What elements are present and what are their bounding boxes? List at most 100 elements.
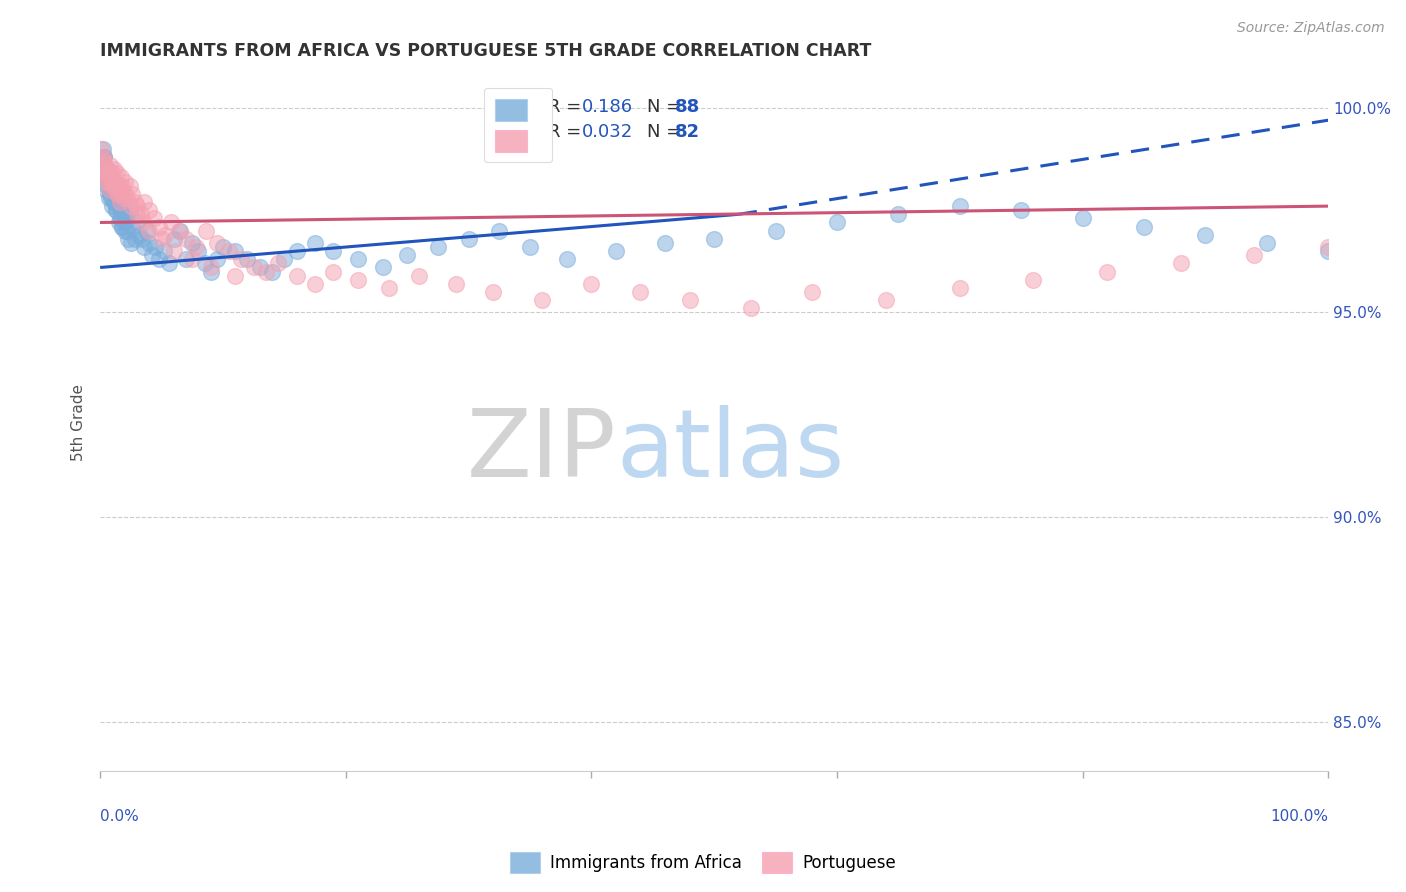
Point <box>218 244 240 259</box>
Point <box>285 244 308 259</box>
Point <box>115 211 138 226</box>
Point <box>1071 211 1094 226</box>
Point <box>94 162 117 177</box>
Text: 82: 82 <box>675 123 700 141</box>
Point <box>426 240 449 254</box>
Point <box>581 277 603 291</box>
Legend: , : , <box>484 87 553 162</box>
Point <box>91 150 114 164</box>
Point <box>100 170 122 185</box>
Point <box>304 235 326 250</box>
Point <box>157 256 180 270</box>
Point <box>115 191 138 205</box>
Point <box>678 293 700 308</box>
Point <box>108 194 131 209</box>
Point <box>105 191 128 205</box>
Point <box>187 244 209 259</box>
Point <box>96 170 118 185</box>
Text: IMMIGRANTS FROM AFRICA VS PORTUGUESE 5TH GRADE CORRELATION CHART: IMMIGRANTS FROM AFRICA VS PORTUGUESE 5TH… <box>100 42 872 60</box>
Text: 0.0%: 0.0% <box>100 809 139 824</box>
Point <box>949 281 972 295</box>
Point <box>96 170 118 185</box>
Point <box>103 186 125 201</box>
Point <box>1022 273 1045 287</box>
Text: R =: R = <box>548 97 582 115</box>
Point <box>97 191 120 205</box>
Point <box>231 252 253 267</box>
Point <box>118 178 141 193</box>
Point <box>115 224 138 238</box>
Point <box>396 248 419 262</box>
Point <box>108 186 131 201</box>
Point <box>105 166 128 180</box>
Point <box>120 235 142 250</box>
Point <box>96 178 118 193</box>
Point <box>138 235 160 250</box>
Point <box>200 260 222 275</box>
Point <box>1095 264 1118 278</box>
Point <box>105 186 128 201</box>
Text: N =: N = <box>647 123 681 141</box>
Point <box>97 175 120 189</box>
Point <box>1194 227 1216 242</box>
Point <box>145 240 167 254</box>
Point <box>101 166 124 180</box>
Point <box>1133 219 1156 234</box>
Point <box>488 224 510 238</box>
Point <box>519 240 541 254</box>
Point <box>224 244 246 259</box>
Point <box>118 203 141 218</box>
Text: 88: 88 <box>675 97 700 115</box>
Point <box>91 154 114 169</box>
Point <box>135 224 157 238</box>
Point <box>107 215 129 229</box>
Point <box>304 277 326 291</box>
Point <box>134 194 156 209</box>
Point <box>801 285 824 299</box>
Point <box>174 252 197 267</box>
Text: Source: ZipAtlas.com: Source: ZipAtlas.com <box>1237 21 1385 35</box>
Point <box>138 224 160 238</box>
Point <box>949 199 972 213</box>
Point <box>654 235 676 250</box>
Point <box>163 244 186 259</box>
Point <box>825 215 848 229</box>
Point <box>347 273 370 287</box>
Point <box>605 244 627 259</box>
Point <box>107 199 129 213</box>
Point <box>105 203 128 218</box>
Point <box>155 227 177 242</box>
Text: N =: N = <box>647 97 681 115</box>
Point <box>111 219 134 234</box>
Point <box>111 183 134 197</box>
Point <box>101 199 124 213</box>
Point <box>249 260 271 275</box>
Point <box>212 240 235 254</box>
Point <box>101 183 124 197</box>
Point <box>96 175 118 189</box>
Point <box>254 264 277 278</box>
Text: atlas: atlas <box>616 405 844 497</box>
Point <box>105 183 128 197</box>
Point <box>96 183 118 197</box>
Point <box>181 235 204 250</box>
Point <box>114 175 136 189</box>
Point <box>90 142 112 156</box>
Point <box>98 183 121 197</box>
Point <box>125 199 148 213</box>
Point <box>112 191 135 205</box>
Point <box>236 252 259 267</box>
Point <box>104 175 127 189</box>
Point <box>408 268 430 283</box>
Point <box>1170 256 1192 270</box>
Point <box>96 166 118 180</box>
Point <box>205 235 228 250</box>
Point <box>110 170 132 185</box>
Point <box>1256 235 1278 250</box>
Point <box>117 232 139 246</box>
Point <box>104 178 127 193</box>
Point <box>531 293 554 308</box>
Point <box>181 252 204 267</box>
Point <box>131 232 153 246</box>
Point <box>1010 203 1032 218</box>
